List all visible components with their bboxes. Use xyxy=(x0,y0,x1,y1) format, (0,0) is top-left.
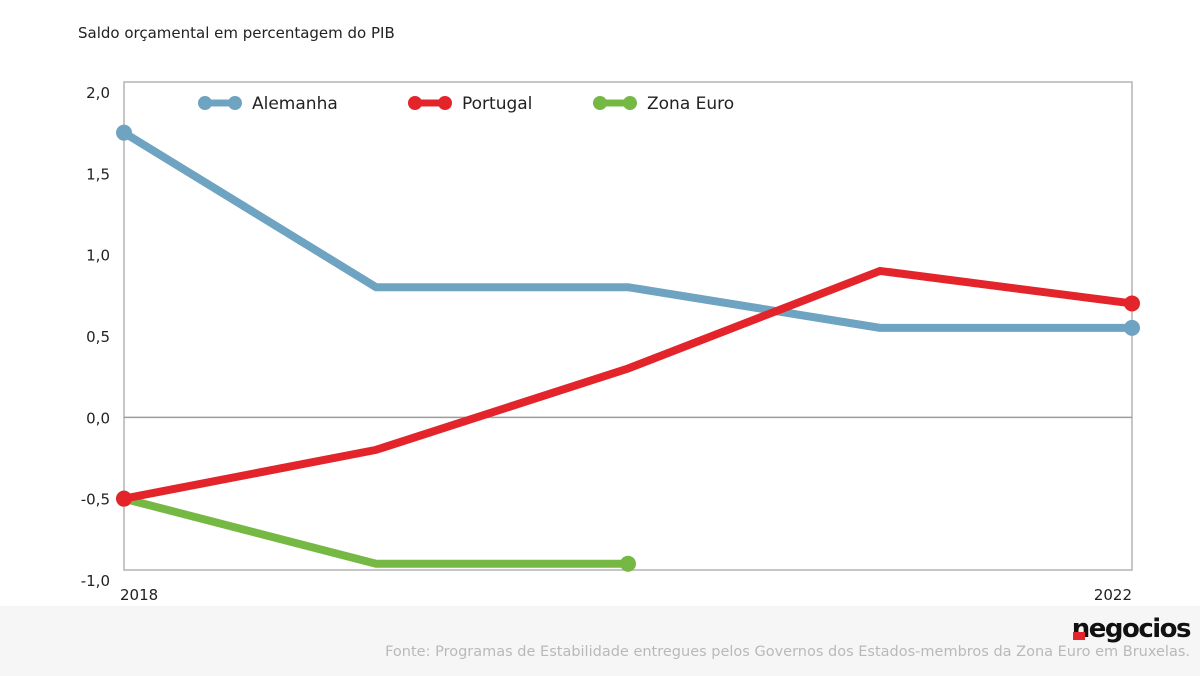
series-line-alemanha xyxy=(120,128,1136,332)
series-line-portugal xyxy=(120,266,1136,503)
legend-label-alemanha: Alemanha xyxy=(252,94,338,114)
y-tick-label: 2,0 xyxy=(86,84,110,102)
series xyxy=(116,124,1140,572)
legend-marker-alemanha xyxy=(198,96,212,110)
data-point-portugal xyxy=(116,490,132,507)
legend-marker-zona-euro xyxy=(623,96,637,110)
y-tick-label: 1,5 xyxy=(86,165,110,183)
legend-label-portugal: Portugal xyxy=(462,94,532,114)
y-tick-label: 0,0 xyxy=(86,409,110,427)
data-point-portugal xyxy=(1124,295,1140,312)
legend-marker-alemanha xyxy=(228,96,242,110)
legend-label-zona-euro: Zona Euro xyxy=(647,94,734,114)
data-point-alemanha xyxy=(1124,319,1140,336)
data-point-zona-euro xyxy=(620,555,636,572)
y-tick-label: -1,0 xyxy=(81,572,110,590)
chart-title: Saldo orçamental em percentagem do PIB xyxy=(78,24,395,42)
line-chart: Saldo orçamental em percentagem do PIB 2… xyxy=(78,24,1140,604)
footer: negocios Fonte: Programas de Estabilidad… xyxy=(0,606,1200,676)
chart: Saldo orçamental em percentagem do PIB 2… xyxy=(78,24,1140,604)
source-note: Fonte: Programas de Estabilidade entregu… xyxy=(385,644,1190,660)
axes: 2,0 1,5 1,0 0,5 0,0 -0,5 -1,0 2018 2022 xyxy=(81,84,1132,604)
brand-logo[interactable]: negocios xyxy=(1071,614,1192,644)
legend-marker-zona-euro xyxy=(593,96,607,110)
series-line-zona-euro xyxy=(120,494,632,568)
brand-name: negocios xyxy=(1071,614,1192,644)
brand-accent xyxy=(1072,632,1085,640)
y-tick-label: 1,0 xyxy=(86,247,110,265)
legend-marker-portugal xyxy=(438,96,452,110)
x-tick-label: 2022 xyxy=(1094,586,1132,604)
legend-marker-portugal xyxy=(408,96,422,110)
y-tick-label: 0,5 xyxy=(86,328,110,346)
y-tick-label: -0,5 xyxy=(81,491,110,509)
data-point-alemanha xyxy=(116,124,132,141)
legend: Alemanha Portugal Zona Euro xyxy=(198,94,734,114)
x-tick-label: 2018 xyxy=(120,586,158,604)
